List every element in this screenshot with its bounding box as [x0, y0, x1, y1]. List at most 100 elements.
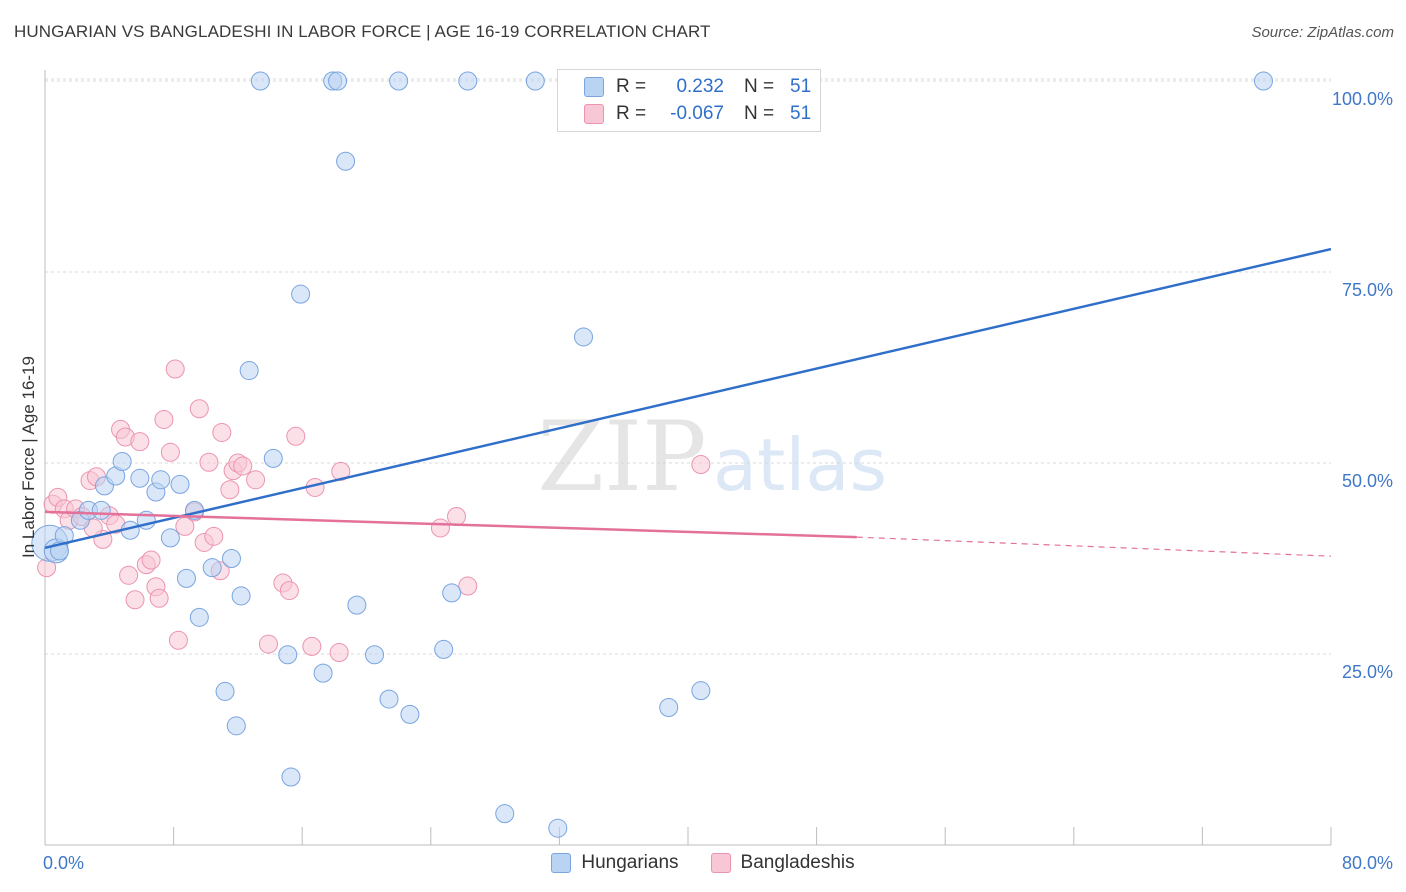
data-point — [233, 456, 253, 476]
data-point — [442, 583, 462, 603]
y-tick-label: 75.0% — [1342, 280, 1393, 300]
data-point — [189, 399, 209, 419]
gridlines — [45, 78, 1331, 655]
data-point — [160, 442, 180, 462]
data-point — [430, 518, 450, 538]
data-point — [400, 704, 420, 724]
watermark-atlas: atlas — [713, 423, 887, 507]
data-point — [328, 71, 348, 91]
data-point — [281, 767, 301, 787]
trend-line-bangladeshis-extension — [856, 536, 1332, 557]
data-point — [548, 818, 568, 838]
trend-lines — [44, 247, 1332, 557]
r-label: R = — [616, 76, 647, 97]
trend-line-hungarians — [44, 247, 1332, 550]
data-point — [91, 500, 111, 520]
data-point — [204, 526, 224, 546]
watermark-zip: ZIP — [537, 401, 706, 513]
y-tick-label: 50.0% — [1342, 471, 1393, 491]
legend-item-hungarians[interactable]: Hungarians — [551, 852, 679, 874]
correlation-legend: R = 0.232 N = 51 R = -0.067 N = 51 — [557, 69, 821, 132]
data-point — [189, 607, 209, 627]
data-point — [199, 452, 219, 472]
blue-swatch — [551, 853, 572, 873]
data-point — [447, 506, 467, 526]
data-point — [149, 588, 169, 608]
data-point — [302, 636, 322, 656]
source-label: Source: ZipAtlas.com — [1251, 24, 1394, 41]
data-point — [279, 581, 299, 601]
data-point — [202, 558, 222, 578]
axes — [44, 70, 1332, 846]
data-point — [495, 804, 515, 824]
blue-swatch — [584, 77, 604, 97]
legend-label-bangladeshis: Bangladeshis — [740, 852, 855, 873]
data-point — [286, 426, 306, 446]
data-point — [331, 461, 351, 481]
data-point — [389, 71, 409, 91]
axis-labels: 25.0% 50.0% 75.0% 100.0% 0.0% 80.0% In Labor F… — [19, 89, 1393, 873]
data-point — [691, 681, 711, 701]
bangladeshi-points — [37, 359, 711, 662]
data-point — [165, 359, 185, 379]
data-point — [112, 451, 132, 471]
data-point — [291, 284, 311, 304]
data-point — [278, 645, 298, 665]
x-tick-label: 0.0% — [43, 853, 84, 873]
chart-title: HUNGARIAN VS BANGLADESHI IN LABOR FORCE … — [14, 22, 711, 41]
r-label: R = — [616, 103, 647, 124]
data-point — [250, 71, 270, 91]
data-point — [130, 432, 150, 452]
r-value: -0.067 — [670, 103, 724, 124]
n-label: N = — [744, 76, 775, 97]
y-tick-label: 25.0% — [1342, 662, 1393, 682]
y-tick-label: 100.0% — [1332, 89, 1393, 109]
data-point — [119, 565, 139, 585]
data-point — [336, 151, 356, 171]
data-point — [246, 470, 266, 490]
data-point — [215, 681, 235, 701]
data-point — [130, 468, 150, 488]
data-point — [226, 716, 246, 736]
data-point — [151, 470, 171, 490]
r-value: 0.232 — [676, 76, 724, 97]
legend-row-hungarians: R = 0.232 N = 51 — [584, 74, 811, 100]
data-point — [221, 549, 241, 568]
data-point — [434, 639, 454, 659]
data-point — [220, 480, 240, 500]
data-point — [176, 568, 196, 588]
data-point — [379, 689, 399, 709]
data-point — [329, 642, 349, 662]
data-point — [313, 663, 333, 683]
data-point — [659, 697, 679, 717]
data-point — [458, 576, 478, 596]
pink-swatch — [584, 104, 604, 124]
data-point — [1253, 71, 1273, 91]
series-legend: Hungarians Bangladeshis — [0, 852, 1406, 874]
y-axis-title: In Labor Force | Age 16-19 — [19, 356, 38, 558]
data-point — [239, 361, 259, 381]
data-point — [347, 595, 367, 615]
data-point — [168, 630, 188, 650]
hungarian-points — [31, 71, 1273, 838]
legend-row-bangladeshis: R = -0.067 N = 51 — [584, 101, 811, 127]
data-point — [125, 590, 145, 610]
data-point — [160, 528, 180, 548]
data-point — [231, 586, 251, 606]
data-point — [574, 327, 594, 347]
data-point — [691, 455, 711, 475]
n-value: 51 — [790, 76, 812, 97]
n-label: N = — [744, 103, 775, 124]
x-tick-label: 80.0% — [1342, 853, 1393, 873]
pink-swatch — [710, 853, 731, 873]
data-point — [365, 645, 385, 665]
legend-label-hungarians: Hungarians — [581, 852, 679, 873]
data-point — [212, 422, 232, 442]
n-value: 51 — [790, 103, 812, 124]
data-point — [458, 71, 478, 91]
data-point — [170, 474, 190, 494]
data-point — [263, 448, 283, 468]
data-point — [258, 634, 278, 654]
legend-item-bangladeshis[interactable]: Bangladeshis — [710, 852, 855, 874]
data-point — [141, 550, 161, 570]
